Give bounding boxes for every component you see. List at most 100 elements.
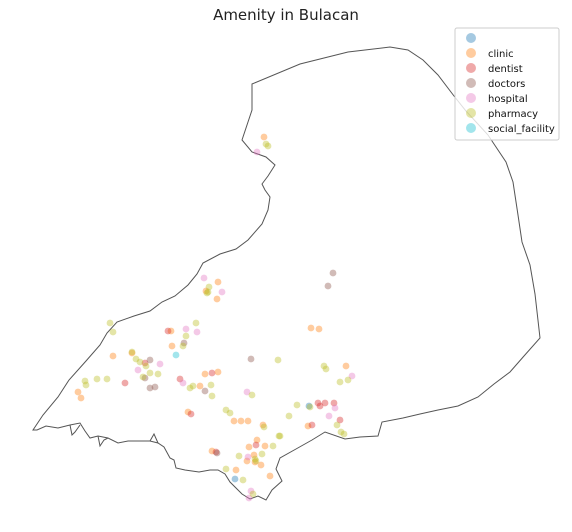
point-dentist-8 — [321, 399, 329, 407]
legend-label-pharmacy: pharmacy — [488, 109, 538, 120]
point-hospital-2 — [218, 288, 226, 296]
point-pharmacy-9 — [179, 342, 187, 350]
point-clinic-18 — [245, 443, 253, 451]
point-pharmacy-12 — [136, 358, 144, 366]
point-pharmacy-13 — [142, 362, 150, 370]
legend-marker-hospital — [466, 93, 476, 103]
point-pharmacy-14 — [146, 369, 154, 377]
point-clinic-9 — [214, 368, 222, 376]
legend-marker-clinic — [466, 48, 476, 58]
point-clinic-31 — [184, 408, 192, 416]
point-clinic-3 — [213, 295, 221, 303]
point-clinic-30 — [196, 382, 204, 390]
point-clinic-27 — [208, 447, 216, 455]
legend-marker-pharmacy — [466, 108, 476, 118]
point-clinic-29 — [128, 349, 136, 357]
point-hospital-14 — [244, 453, 252, 461]
point-pharmacy-2 — [205, 283, 213, 291]
point-pharmacy-15 — [154, 370, 162, 378]
point-pharmacy-21 — [186, 384, 194, 392]
point-pharmacy-38 — [258, 450, 266, 458]
legend-frame — [454, 27, 560, 141]
point-pharmacy-31 — [320, 362, 328, 370]
point-clinic-23 — [232, 466, 240, 474]
point-pharmacy-37 — [269, 442, 277, 450]
point-dentist-2 — [176, 375, 184, 383]
point-clinic-14 — [230, 417, 238, 425]
point-pharmacy-26 — [226, 409, 234, 417]
point-pharmacy-28 — [248, 391, 256, 399]
point-hospital-11 — [348, 372, 356, 380]
point-doctors-9 — [213, 449, 221, 457]
point-pharmacy-29 — [285, 412, 293, 420]
legend-marker-doctors — [466, 78, 476, 88]
point-hospital-0 — [253, 148, 261, 156]
legend-marker-0 — [466, 33, 476, 43]
point-pharmacy-10 — [128, 348, 136, 356]
point-doctors-2 — [180, 339, 188, 347]
point-pharmacy-25 — [222, 406, 230, 414]
point-hospital-9 — [325, 412, 333, 420]
point-pharmacy-24 — [208, 392, 216, 400]
legend-item-0 — [466, 33, 476, 43]
point-clinic-13 — [259, 421, 267, 429]
point-pharmacy-35 — [260, 423, 268, 431]
point-clinic-26 — [304, 422, 312, 430]
point-clinic-6 — [315, 325, 323, 333]
point-doctors-5 — [141, 374, 149, 382]
point-dentist-5 — [212, 448, 220, 456]
point-dentist-3 — [187, 410, 195, 418]
point-dentist-1 — [141, 359, 149, 367]
point-pharmacy-3 — [204, 288, 212, 296]
point-hospital-7 — [179, 379, 187, 387]
point-dentist-0 — [121, 379, 129, 387]
point-pharmacy-46 — [333, 421, 341, 429]
point-pharmacy-34 — [344, 376, 352, 384]
point-clinic-0 — [260, 133, 268, 141]
point-clinic-17 — [253, 436, 261, 444]
point-pharmacy-43 — [235, 452, 243, 460]
legend-label-clinic: clinic — [488, 49, 514, 60]
boundary-notch-west — [69, 424, 159, 448]
point-hospital-13 — [245, 494, 253, 502]
legend: clinic dentist doctors hospital pharmacy… — [454, 27, 560, 141]
point-pharmacy-0 — [262, 140, 270, 148]
point-hospital-3 — [182, 325, 190, 333]
point-clinic-11 — [77, 394, 85, 402]
point-clinic-21 — [251, 458, 259, 466]
point-pharmacy-48 — [251, 455, 259, 463]
point-clinic-16 — [244, 417, 252, 425]
point-pharmacy-32 — [322, 365, 330, 373]
point-doctors-3 — [146, 356, 154, 364]
point-clinic-28 — [342, 362, 350, 370]
point-unlabeled-0 — [231, 475, 239, 483]
point-clinic-19 — [261, 442, 269, 450]
point-pharmacy-22 — [189, 382, 197, 390]
point-pharmacy-44 — [337, 428, 345, 436]
point-pharmacy-30 — [293, 401, 301, 409]
point-dentist-12 — [308, 421, 316, 429]
point-pharmacy-47 — [306, 403, 314, 411]
point-doctors-7 — [247, 355, 255, 363]
point-pharmacy-20 — [103, 375, 111, 383]
point-clinic-24 — [257, 461, 265, 469]
point-dentist-9 — [330, 399, 338, 407]
point-dentist-4 — [208, 369, 216, 377]
point-pharmacy-1 — [264, 142, 272, 150]
point-doctors-8 — [201, 387, 209, 395]
point-pharmacy-36 — [276, 432, 284, 440]
point-pharmacy-4 — [203, 289, 211, 297]
point-dentist-10 — [336, 416, 344, 424]
point-hospital-12 — [247, 487, 255, 495]
point-pharmacy-16 — [139, 373, 147, 381]
point-clinic-20 — [250, 451, 258, 459]
legend-item-social-facility: social_facility — [466, 123, 555, 135]
legend-label-dentist: dentist — [488, 64, 523, 75]
point-clinic-25 — [266, 472, 274, 480]
legend-item-pharmacy: pharmacy — [466, 108, 538, 120]
legend-item-doctors: doctors — [466, 78, 525, 90]
point-hospital-6 — [134, 366, 142, 374]
legend-marker-social-facility — [466, 123, 476, 133]
point-clinic-22 — [243, 457, 251, 465]
